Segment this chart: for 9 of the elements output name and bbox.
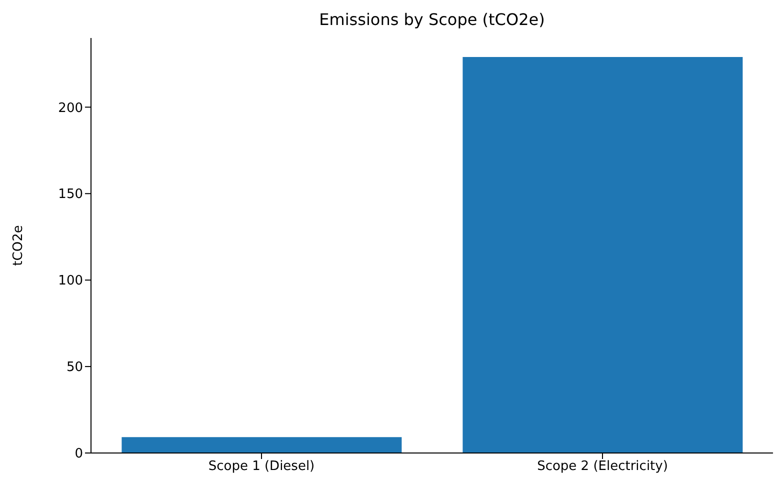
x-tick-label: Scope 2 (Electricity) xyxy=(537,459,668,474)
y-tick-label: 200 xyxy=(58,100,83,116)
y-tick-label: 150 xyxy=(58,187,83,202)
y-tick-label: 100 xyxy=(58,274,83,289)
y-axis-title: tCO2e xyxy=(10,225,26,266)
y-tick-label: 50 xyxy=(66,360,83,376)
chart-title: Emissions by Scope (tCO2e) xyxy=(318,10,546,29)
y-tick-label: 0 xyxy=(74,446,83,462)
x-tick-label: Scope 1 (Diesel) xyxy=(208,459,315,474)
